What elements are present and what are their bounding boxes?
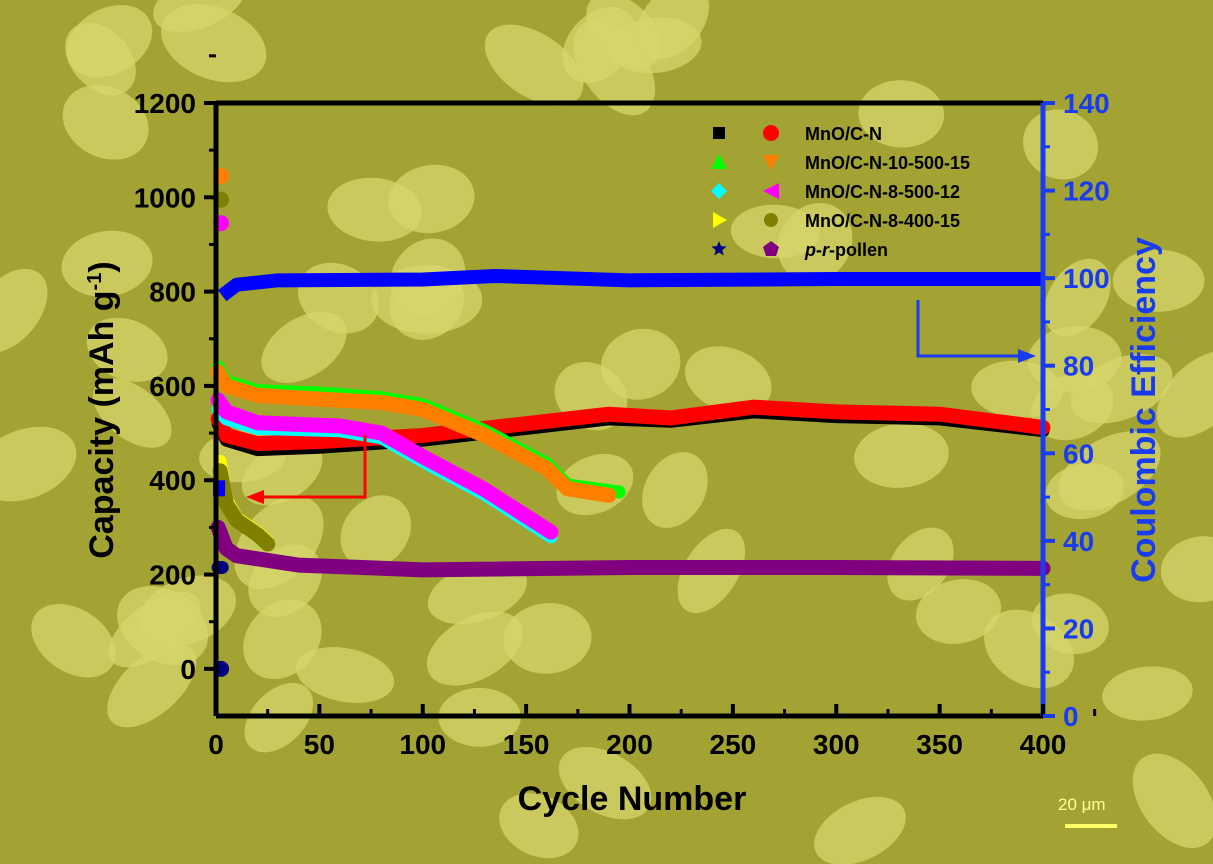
legend-label-part: p	[804, 240, 816, 260]
pollen-grain	[340, 495, 412, 569]
arrow-head	[246, 490, 264, 504]
x-tick-label: 150	[503, 729, 550, 760]
pollen-grain	[1160, 536, 1213, 603]
x-tick-label: 50	[304, 729, 335, 760]
y-tick-label: 200	[149, 560, 196, 591]
pollen-grain	[814, 796, 906, 864]
legend-label: p-r-pollen	[804, 240, 888, 260]
legend-label-part: -pollen	[829, 240, 888, 260]
legend-label: MnO/C-N-8-500-12	[805, 182, 960, 202]
legend-label: MnO/C-N-10-500-15	[805, 153, 970, 173]
scale-bar-label: 20 μm	[1058, 795, 1106, 814]
y-tick-label: 0	[180, 654, 196, 685]
y2-tick-label: 80	[1063, 351, 1094, 382]
x-tick-label: 0	[208, 729, 224, 760]
hexagon-marker-icon	[764, 213, 778, 227]
pollen-grain	[93, 378, 172, 448]
y-tick-label: 1200	[134, 88, 196, 119]
y2-tick-label: 100	[1063, 263, 1110, 294]
x-tick-label: 350	[916, 729, 963, 760]
triangle-up-marker-icon	[711, 154, 727, 169]
pollen-grain	[261, 311, 347, 383]
pollen-grain	[31, 603, 116, 678]
pollen-grain	[499, 793, 579, 859]
y2-axis-label: Coulombic Efficiency	[1125, 237, 1163, 583]
x-tick-label: 200	[606, 729, 653, 760]
efficiency-axis-arrow	[916, 300, 1020, 358]
pollen-grain	[243, 599, 322, 680]
y-axis-label: Capacity (mAh g-1)	[83, 261, 121, 558]
series-discharge-3	[210, 364, 617, 503]
circle-marker-icon	[763, 125, 779, 141]
diamond-marker-icon	[711, 183, 727, 199]
x-axis-label: Cycle Number	[518, 780, 747, 818]
pollen-grain	[484, 24, 584, 106]
pollen-grain	[1045, 463, 1124, 520]
x-tick-label: 100	[399, 729, 446, 760]
pollen-grain	[117, 585, 209, 665]
y-tick-label: 1000	[134, 182, 196, 213]
y2-tick-label: 120	[1063, 176, 1110, 207]
arrow-head	[1018, 349, 1036, 363]
pollen-grain	[295, 647, 395, 703]
capacity-axis-arrow	[262, 435, 367, 499]
pollen-grain	[503, 602, 592, 674]
legend: MnO/C-N MnO/C-N-10-500-15 MnO/C-N-8-500-12…	[711, 124, 970, 260]
pollen-grain	[1044, 258, 1111, 337]
series-discharge-1	[210, 399, 1051, 451]
triangle-right-marker-icon	[713, 212, 727, 228]
pollen-grain	[426, 611, 523, 686]
pollen-grain	[65, 22, 136, 96]
legend-label-part: r	[822, 240, 830, 260]
pollen-grain	[1156, 350, 1213, 438]
pollen-grain	[854, 423, 949, 488]
y2-tick-label: 60	[1063, 438, 1094, 469]
coulombic-efficiency-series	[217, 268, 1043, 302]
pollen-grain	[153, 0, 247, 33]
pollen-grain	[609, 17, 702, 74]
pollen-grain	[858, 80, 945, 148]
series-discharge-5	[210, 392, 559, 540]
pollen-grain	[642, 452, 708, 528]
pollen-grain	[0, 426, 77, 502]
y2-tick-label: 40	[1063, 526, 1094, 557]
y2-tick-label: 20	[1063, 613, 1094, 644]
pollen-grain	[1102, 666, 1193, 721]
pollen-grain	[558, 746, 652, 820]
pentagon-marker-icon	[763, 241, 779, 256]
pollen-grain	[62, 84, 149, 160]
x-tick-label: 300	[813, 729, 860, 760]
square-marker-icon	[713, 127, 725, 139]
y-tick-label: 600	[149, 371, 196, 402]
pollen-grain	[684, 346, 772, 414]
star-marker-icon	[711, 241, 727, 256]
y-tick-label: 800	[149, 277, 196, 308]
triangle-left-marker-icon	[763, 183, 779, 199]
y2-tick-label: 0	[1063, 701, 1079, 732]
x-tick-label: 250	[710, 729, 757, 760]
pollen-grain	[1132, 753, 1213, 849]
x-tick-label: 400	[1020, 729, 1067, 760]
pollen-grain	[327, 177, 422, 242]
pollen-grain	[86, 317, 168, 382]
triangle-down-marker-icon	[763, 155, 779, 170]
series-discharge-9	[210, 519, 1051, 578]
legend-label: MnO/C-N	[805, 124, 882, 144]
pollen-grain	[730, 204, 820, 259]
pollen-grain	[915, 579, 1002, 644]
pollen-grain	[61, 230, 153, 297]
y-tick-label: 400	[149, 465, 196, 496]
y2-tick-label: 140	[1063, 88, 1110, 119]
legend-label-part: -	[816, 240, 822, 260]
pollen-grain	[0, 268, 48, 353]
legend-label: MnO/C-N-8-400-15	[805, 211, 960, 231]
pollen-grain	[1070, 354, 1173, 424]
pollen-grain	[1112, 249, 1205, 312]
